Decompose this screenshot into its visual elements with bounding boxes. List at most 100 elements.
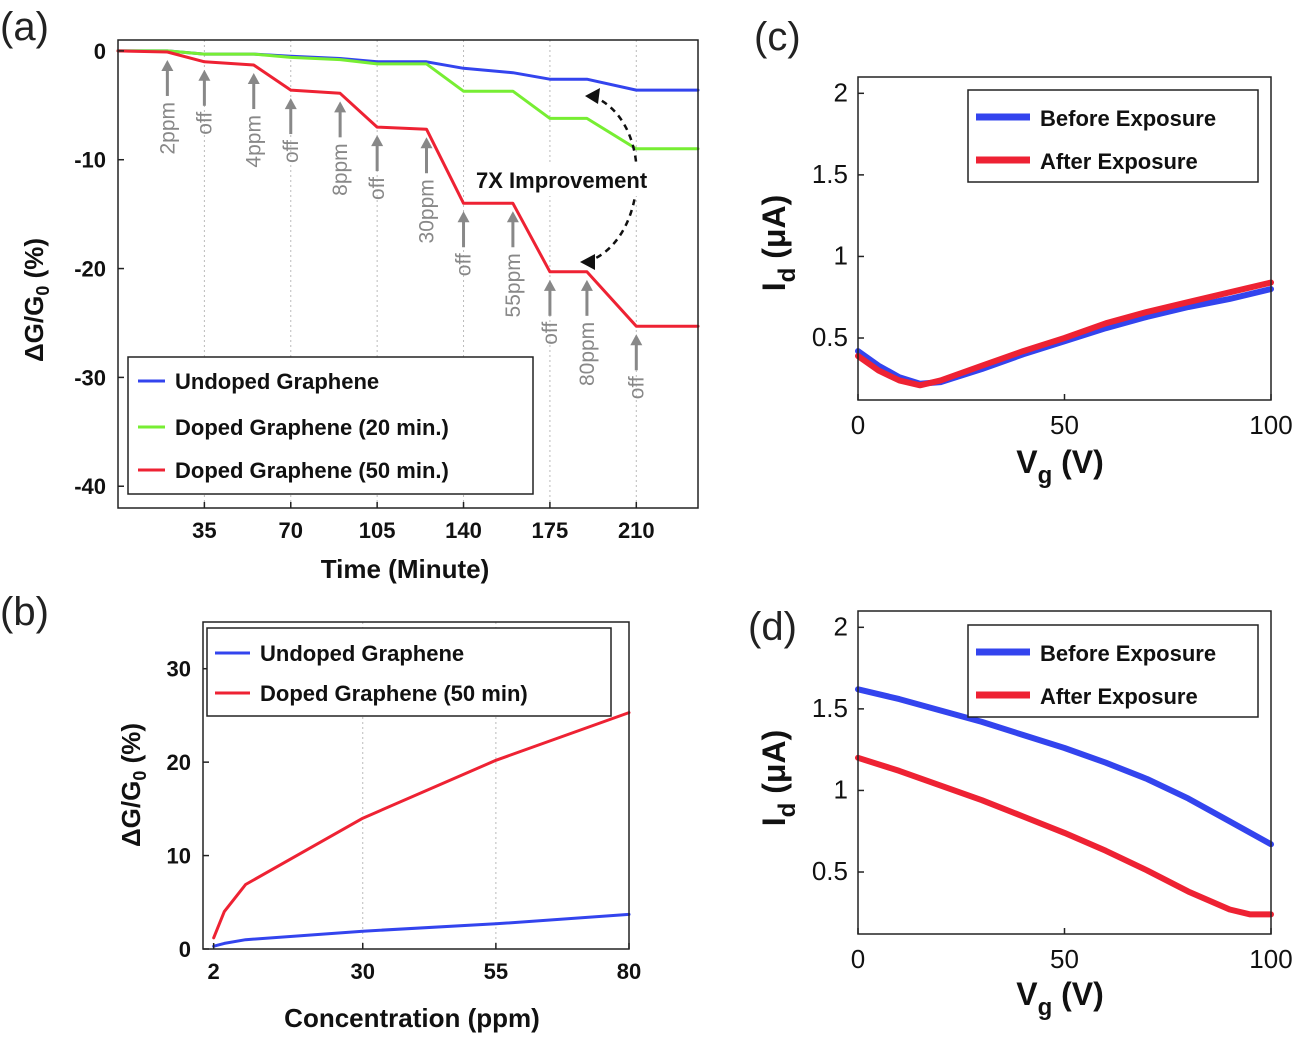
legend-label-c-before: Before Exposure (1040, 106, 1216, 131)
y-tick-label: -30 (74, 365, 106, 390)
panel-d-xlabel-main: V (1016, 976, 1038, 1012)
panel-c-x-axis-label: Vg (V) (1016, 444, 1104, 489)
annotation-arrowhead (198, 69, 211, 81)
y-tick-label: 30 (167, 657, 191, 682)
panel-a-label: (a) (0, 5, 49, 49)
panel-d-series (855, 686, 1274, 918)
y-tick-label: 0 (94, 39, 106, 64)
panel-a-ylabel-sub: 0 (33, 286, 53, 296)
legend-label-undoped: Undoped Graphene (175, 369, 379, 394)
x-tick-label: 175 (532, 518, 569, 543)
panel-c-x-ticks: 0 50 100 (851, 394, 1293, 440)
improvement-label-bg (470, 164, 690, 196)
x-tick-label: 30 (351, 959, 375, 984)
panel-b-legend: Undoped Graphene Doped Graphene (50 min) (206, 627, 612, 717)
panel-d-x-axis-label: Vg (V) (1016, 976, 1104, 1021)
panel-b-y-axis-label: ΔG/G0 (%) (116, 723, 150, 847)
panel-b-legend-box (206, 627, 612, 717)
annotation-label: off (366, 177, 389, 200)
x-tick-label: 105 (359, 518, 396, 543)
panel-d-ylabel-tail: (μA) (756, 730, 792, 803)
improvement-arrowhead-bottom (580, 254, 595, 270)
panel-d-xlabel-tail: (V) (1052, 976, 1104, 1012)
panel-a-y-ticks: 0 -10 -20 -30 -40 (74, 39, 124, 499)
panel-d-ylabel-main: I (756, 817, 792, 826)
panel-a-ylabel-tail: (%) (19, 238, 49, 286)
annotation-arrowhead (371, 135, 384, 147)
x-tick-label: 55 (484, 959, 508, 984)
annotation-arrowhead (580, 279, 593, 291)
y-tick-label: 0.5 (812, 322, 848, 352)
panel-a-ylabel-main: ΔG/G (19, 296, 49, 362)
y-tick-label: -40 (74, 474, 106, 499)
y-tick-label: 1.5 (812, 159, 848, 189)
y-tick-label: 2 (834, 611, 848, 641)
panel-a-x-axis-label: Time (Minute) (321, 554, 490, 584)
legend-label-doped-20: Doped Graphene (20 min.) (175, 415, 449, 440)
panel-a-plot-frame (117, 39, 699, 509)
annotation-label: 55ppm (502, 253, 525, 317)
panel-b-ylabel-main: ΔG/G (116, 781, 146, 847)
panel-c-ylabel-main: I (756, 282, 792, 291)
panel-b-series (212, 711, 631, 948)
panel-c-xlabel-main: V (1016, 444, 1038, 480)
annotation-label: 30ppm (416, 179, 439, 243)
x-tick-label: 50 (1050, 410, 1079, 440)
y-tick-label: 0 (179, 937, 191, 962)
panel-a-x-ticks: 35 70 105 140 175 210 (192, 502, 655, 543)
annotation-label: 8ppm (329, 143, 352, 196)
annotation-arrowhead (161, 59, 174, 71)
annotation-arrowhead (630, 334, 643, 346)
legend-label-b-undoped: Undoped Graphene (260, 641, 464, 666)
y-tick-label: 0.5 (812, 856, 848, 886)
x-tick-label: 50 (1050, 944, 1079, 974)
panel-c: (c) 0 50 100 0.5 1 1.5 2 Vg (V) Id (μA) Befor… (754, 15, 1293, 489)
annotation-label: 2ppm (156, 102, 179, 155)
x-tick-label: 70 (279, 518, 303, 543)
y-tick-label: 20 (167, 750, 191, 775)
annotation-label: off (193, 112, 216, 135)
panel-c-series (855, 279, 1274, 389)
y-tick-label: -20 (74, 257, 106, 282)
x-tick-label: 0 (851, 410, 865, 440)
series-line-a-1 (116, 49, 700, 151)
panel-c-xlabel-sub: g (1038, 462, 1053, 489)
panel-c-xlabel-tail: (V) (1052, 444, 1104, 480)
series-line-d-1 (855, 754, 1274, 918)
annotation-label: 4ppm (243, 115, 266, 168)
y-tick-label: 2 (834, 77, 848, 107)
annotation-arrowhead (543, 279, 556, 291)
panel-c-y-axis-label: Id (μA) (756, 195, 801, 291)
legend-label-doped-50: Doped Graphene (50 min.) (175, 458, 449, 483)
x-tick-label: 100 (1249, 944, 1292, 974)
improvement-arrowhead-top (585, 88, 600, 104)
panel-d-x-ticks: 0 50 100 (851, 928, 1293, 974)
y-tick-label: 1 (834, 774, 848, 804)
x-tick-label: 140 (445, 518, 482, 543)
annotation-label: off (453, 253, 476, 276)
annotation-label: off (280, 140, 303, 163)
panel-a-y-axis-label: ΔG/G0 (%) (19, 238, 53, 362)
panel-c-ylabel-tail: (μA) (756, 195, 792, 268)
series-line-b-1 (212, 711, 631, 940)
legend-label-c-after: After Exposure (1040, 149, 1198, 174)
legend-label-d-after: After Exposure (1040, 684, 1198, 709)
panel-d-y-ticks: 0.5 1 1.5 2 (812, 611, 864, 886)
annotation-arrowhead (247, 73, 260, 85)
x-tick-label: 35 (192, 518, 216, 543)
legend-label-d-before: Before Exposure (1040, 641, 1216, 666)
annotation-label: off (539, 322, 562, 345)
annotation-arrowhead (334, 101, 347, 113)
panel-c-label: (c) (754, 15, 801, 59)
panel-b-y-ticks: 0 10 20 30 (167, 657, 209, 962)
panel-c-y-ticks: 0.5 1 1.5 2 (812, 77, 864, 352)
series-line-d-0 (855, 686, 1274, 848)
series-line-c-1 (855, 279, 1274, 389)
x-tick-label: 0 (851, 944, 865, 974)
annotation-label: off (625, 376, 648, 399)
panel-d-legend-box (967, 624, 1259, 718)
x-tick-label: 210 (618, 518, 655, 543)
panel-a-legend: Undoped Graphene Doped Graphene (20 min.… (127, 356, 534, 495)
